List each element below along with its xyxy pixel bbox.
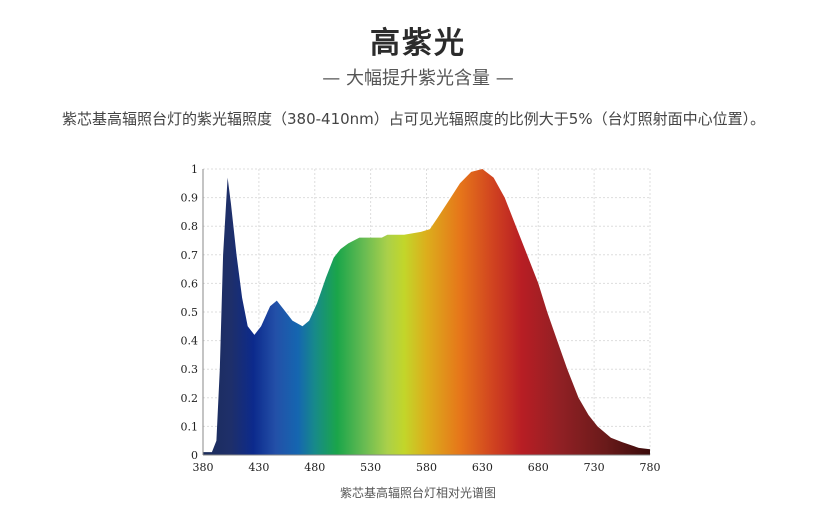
page-subtitle: — 大幅提升紫光含量 — — [322, 68, 514, 89]
y-tick-label: 0.3 — [181, 363, 199, 376]
x-tick-label: 430 — [248, 461, 269, 474]
x-tick-label: 380 — [193, 461, 214, 474]
y-tick-label: 0.7 — [181, 249, 199, 262]
x-tick-label: 680 — [528, 461, 549, 474]
y-tick-label: 0.2 — [181, 392, 199, 405]
y-tick-label: 0.9 — [181, 192, 199, 205]
x-tick-label: 480 — [304, 461, 325, 474]
y-tick-label: 0.4 — [181, 335, 199, 348]
page-title: 高紫光 — [370, 26, 466, 61]
y-tick-label: 1 — [191, 163, 198, 176]
x-tick-label: 580 — [416, 461, 437, 474]
spectrum-area — [203, 169, 650, 455]
y-tick-label: 0.5 — [181, 306, 199, 319]
x-tick-label: 730 — [584, 461, 605, 474]
y-tick-label: 0.8 — [181, 220, 199, 233]
x-tick-label: 530 — [360, 461, 381, 474]
y-tick-labels: 0 0.1 0.2 0.3 0.4 0.5 0.6 0.7 0.8 0.9 1 — [181, 163, 199, 462]
chart-title: 紫芯基高辐照台灯相对光谱图 — [339, 486, 496, 500]
x-tick-label: 630 — [472, 461, 493, 474]
y-tick-label: 0.1 — [181, 420, 199, 433]
x-tick-label: 780 — [640, 461, 661, 474]
y-tick-label: 0.6 — [181, 277, 199, 290]
x-tick-labels: 380 430 480 530 580 630 680 730 780 — [193, 461, 661, 474]
description-text: 紫芯基高辐照台灯的紫光辐照度（380-410nm）占可见光辐照度的比例大于5%（… — [62, 110, 766, 128]
y-tick-label: 0 — [191, 449, 198, 462]
